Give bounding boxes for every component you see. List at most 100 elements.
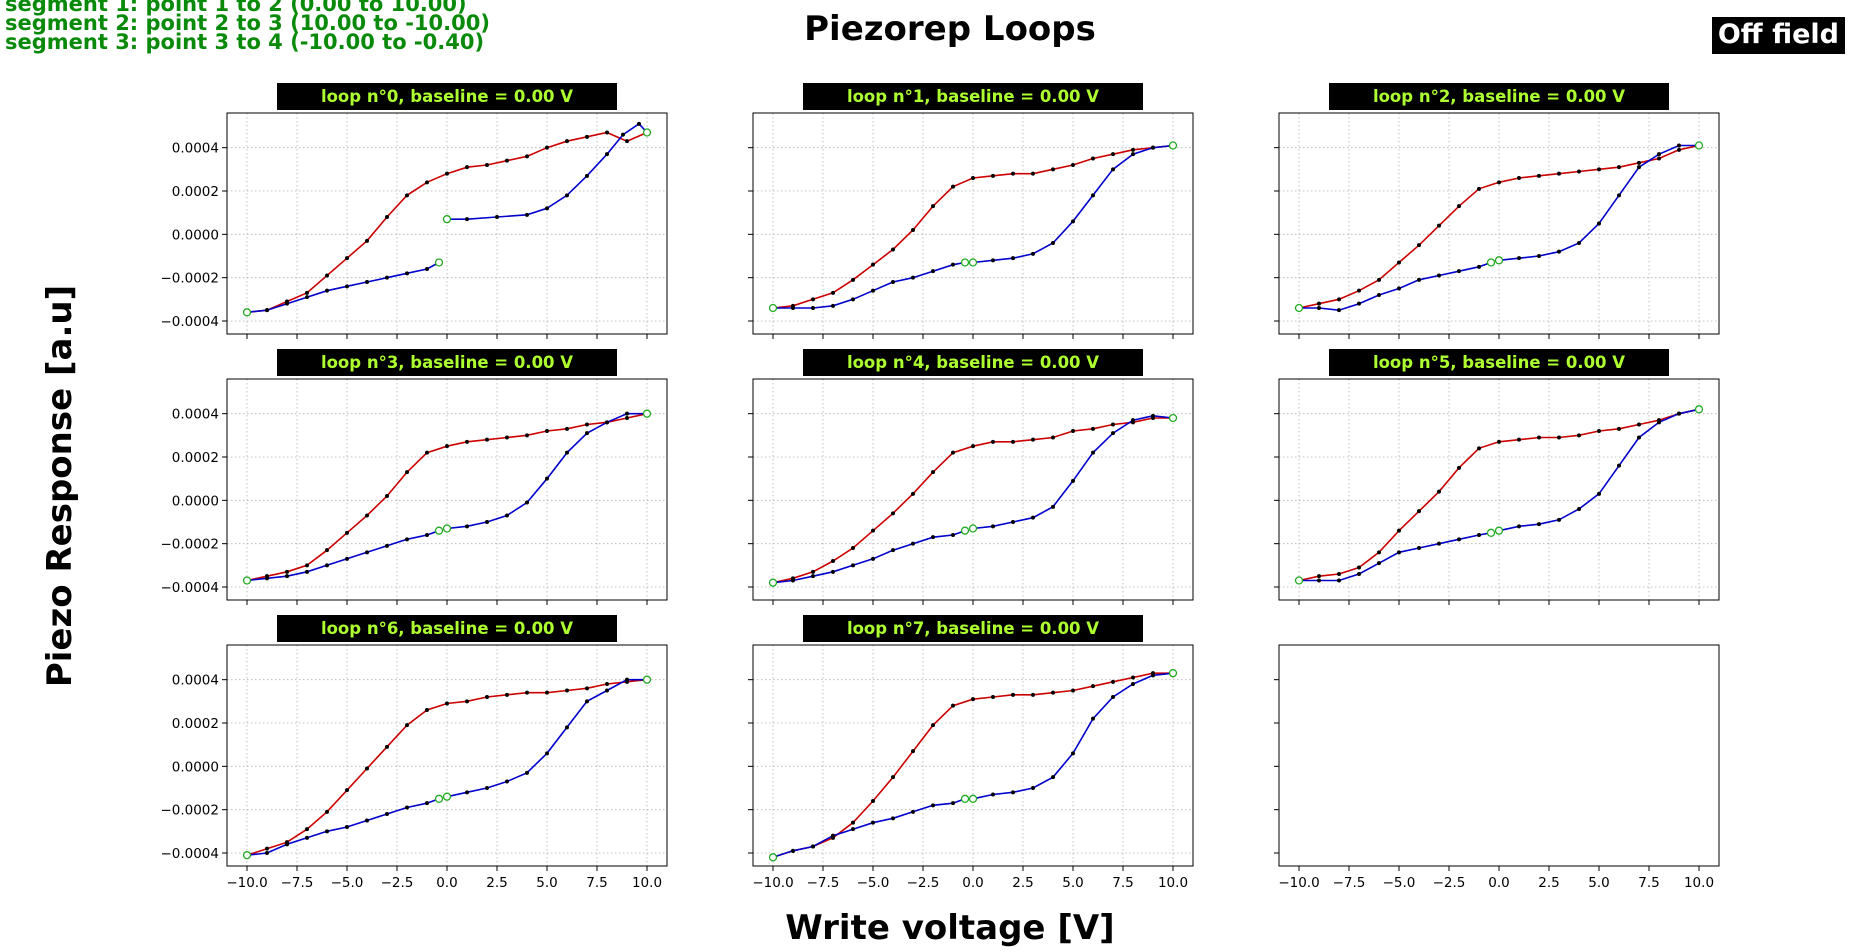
data-point [871, 288, 875, 293]
data-point [811, 574, 815, 579]
data-point [1397, 528, 1401, 533]
data-point [1597, 491, 1601, 496]
endpoint-marker [960, 526, 970, 535]
data-point [1337, 308, 1341, 313]
data-point [345, 284, 349, 289]
data-point [911, 749, 915, 754]
data-point [1537, 435, 1541, 440]
data-point [1031, 692, 1035, 697]
data-point [1457, 537, 1461, 542]
data-point [305, 835, 309, 840]
data-point [831, 303, 835, 308]
data-point [1011, 692, 1015, 697]
data-point [1417, 509, 1421, 514]
data-point [1071, 688, 1075, 693]
data-point [425, 708, 429, 712]
data-point [1091, 450, 1095, 455]
endpoint-marker [768, 578, 778, 587]
data-point [971, 176, 975, 180]
data-point [585, 134, 589, 139]
endpoint-marker [242, 851, 252, 860]
data-point [851, 563, 855, 568]
endpoint-marker [968, 794, 978, 803]
data-point [871, 799, 875, 803]
x-tick-label: 2.5 [1538, 875, 1559, 891]
data-point [1031, 515, 1035, 520]
data-point [565, 139, 569, 144]
data-point [637, 121, 641, 126]
endpoint-marker [1168, 413, 1178, 423]
segment-3-text: segment 3: point 3 to 4 (-10.00 to -0.40… [5, 30, 485, 54]
endpoint-marker [1294, 303, 1304, 313]
data-point [1031, 786, 1035, 790]
data-point [791, 306, 795, 310]
data-point [891, 775, 895, 780]
data-point [1517, 256, 1521, 261]
data-point [1537, 254, 1541, 258]
data-point [871, 556, 875, 561]
data-point [1357, 572, 1361, 576]
data-point [1577, 241, 1581, 245]
data-point [285, 574, 289, 579]
panel-title-bg [277, 349, 617, 376]
data-point [1071, 163, 1075, 167]
data-point [1557, 249, 1561, 254]
data-point [445, 171, 449, 176]
data-point [1011, 171, 1015, 176]
data-point [1317, 301, 1321, 306]
y-tick-label: −0.0004 [160, 846, 219, 862]
data-point [1597, 429, 1601, 433]
data-point [625, 411, 629, 416]
data-point [425, 533, 429, 537]
data-point [791, 578, 795, 583]
y-tick-label: −0.0004 [160, 314, 219, 330]
data-point [1011, 256, 1015, 261]
data-point [1517, 437, 1521, 442]
y-tick-label: 0.0000 [172, 493, 219, 509]
panel-title-bg [803, 349, 1143, 376]
data-point [505, 779, 509, 784]
data-point [811, 844, 815, 849]
data-point [951, 533, 955, 537]
data-point [385, 494, 389, 498]
data-point [1577, 433, 1581, 438]
data-point [1051, 435, 1055, 440]
data-point [505, 692, 509, 697]
data-point [1151, 145, 1155, 150]
data-point [1091, 426, 1095, 431]
data-point [1091, 684, 1095, 689]
data-point [565, 426, 569, 431]
endpoint-marker [1694, 141, 1704, 150]
endpoint-marker [642, 409, 652, 418]
y-tick-label: −0.0002 [160, 537, 219, 553]
data-point [1417, 243, 1421, 248]
data-point [1557, 435, 1561, 440]
x-tick-label: −5.0 [857, 875, 890, 891]
data-point [1091, 193, 1095, 198]
endpoint-marker [1294, 576, 1304, 585]
data-point [1131, 147, 1135, 152]
y-tick-label: 0.0002 [172, 184, 219, 200]
panel-title: loop n°7, baseline = 0.00 V [847, 619, 1099, 638]
data-point [811, 306, 815, 310]
data-point [851, 820, 855, 825]
data-point [325, 548, 329, 553]
data-point [1537, 173, 1541, 178]
data-point [365, 280, 369, 284]
data-point [1151, 671, 1155, 676]
data-point [1111, 167, 1115, 172]
data-point [951, 262, 955, 267]
data-point [891, 280, 895, 284]
data-point [1071, 751, 1075, 756]
data-point [1577, 507, 1581, 511]
data-point [931, 803, 935, 808]
panel-title: loop n°1, baseline = 0.00 V [847, 87, 1099, 106]
data-point [1677, 147, 1681, 152]
data-point [265, 851, 269, 855]
x-tick-label: 0.0 [962, 875, 983, 891]
data-point [1111, 431, 1115, 436]
endpoint-marker [242, 576, 252, 585]
field-badge: Off field [1711, 17, 1845, 54]
data-point [425, 180, 429, 185]
data-point [1617, 426, 1621, 431]
